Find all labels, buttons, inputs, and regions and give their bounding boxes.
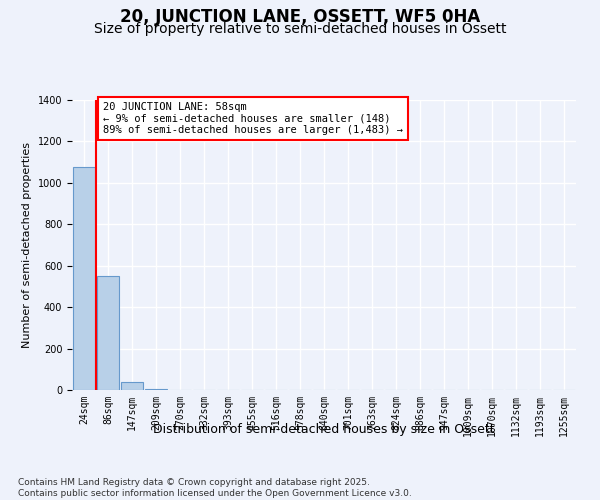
Text: Contains HM Land Registry data © Crown copyright and database right 2025.
Contai: Contains HM Land Registry data © Crown c…	[18, 478, 412, 498]
Bar	[73, 168, 95, 390]
Text: 20 JUNCTION LANE: 58sqm
← 9% of semi-detached houses are smaller (148)
89% of se: 20 JUNCTION LANE: 58sqm ← 9% of semi-det…	[103, 102, 403, 136]
Text: 20, JUNCTION LANE, OSSETT, WF5 0HA: 20, JUNCTION LANE, OSSETT, WF5 0HA	[120, 8, 480, 26]
Bar	[145, 389, 167, 390]
Bar	[121, 382, 143, 390]
Bar	[97, 276, 119, 390]
Text: Size of property relative to semi-detached houses in Ossett: Size of property relative to semi-detach…	[94, 22, 506, 36]
Text: Distribution of semi-detached houses by size in Ossett: Distribution of semi-detached houses by …	[153, 422, 495, 436]
Y-axis label: Number of semi-detached properties: Number of semi-detached properties	[22, 142, 32, 348]
